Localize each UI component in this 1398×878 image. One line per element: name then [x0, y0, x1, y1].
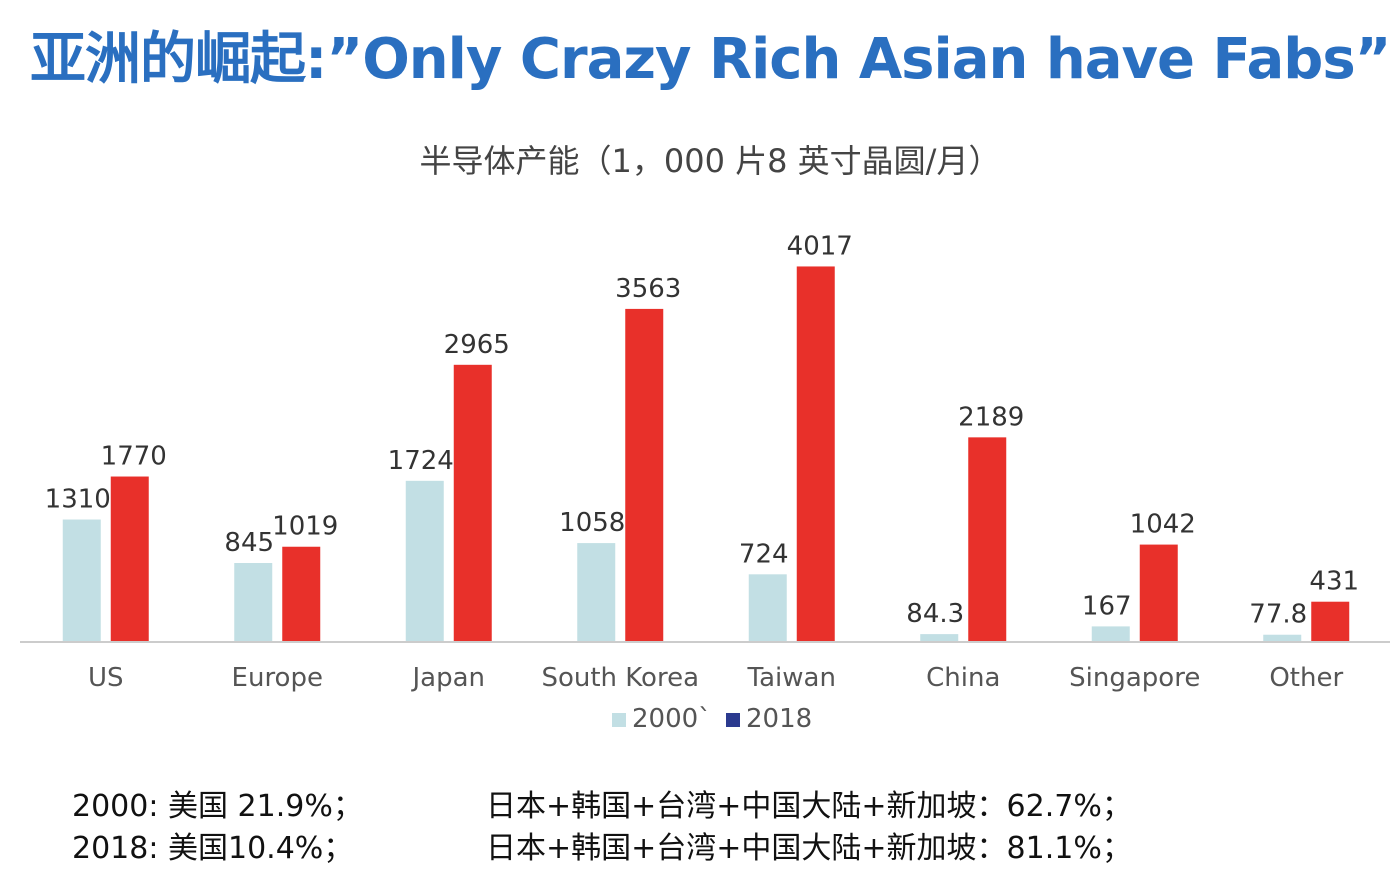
data-label-series-2000-south-korea: 1058: [559, 508, 625, 538]
footnote-asia-share-2000: 日本+韩国+台湾+中国大陆+新加坡：62.7%；: [486, 789, 1132, 824]
data-label-series-2018-china: 2189: [958, 402, 1024, 432]
bar-series-2000-singapore: [1091, 626, 1130, 642]
bar-series-2000-other: [1263, 634, 1302, 642]
x-tick-labels-group: US Europe Japan South Korea Taiwan China Singa…: [88, 663, 1343, 693]
legend-swatch-series-2000: [612, 713, 626, 727]
footnote-us-share-2018: 2018: 美国10.4%；: [72, 831, 354, 866]
x-tick-label-south-korea: South Korea: [541, 663, 699, 693]
bar-series-2000-south-korea: [577, 543, 616, 642]
bar-series-2018-taiwan: [796, 266, 835, 642]
bar-series-2000-china: [920, 634, 959, 642]
data-label-series-2000-taiwan: 724: [739, 539, 789, 569]
bar-series-2018-europe: [282, 546, 321, 642]
footnote-row-2018: 2018: 美国10.4%； 日本+韩国+台湾+中国大陆+新加坡：81.1%；: [72, 828, 1372, 870]
footnote-us-share-2000: 2000: 美国 21.9%；: [72, 789, 363, 824]
bar-series-2018-singapore: [1139, 544, 1178, 642]
chart-title: 半导体产能（1，000 片8 英寸晶圆/月）: [420, 142, 1001, 180]
legend-label-series-2018: 2018: [746, 704, 812, 734]
data-label-series-2000-other: 77.8: [1249, 600, 1307, 630]
data-label-series-2018-us: 1770: [101, 442, 167, 472]
footnote-asia-share-2018: 日本+韩国+台湾+中国大陆+新加坡：81.1%；: [486, 831, 1132, 866]
legend: 2000` 2018: [612, 704, 812, 734]
x-tick-label-europe: Europe: [232, 663, 323, 693]
bar-series-2018-south-korea: [625, 308, 664, 642]
slide-title: 亚洲的崛起:”Only Crazy Rich Asian have Fabs”: [30, 27, 1391, 92]
footnote-row-2000: 2000: 美国 21.9%； 日本+韩国+台湾+中国大陆+新加坡：62.7%；: [72, 786, 1372, 828]
data-label-series-2000-europe: 845: [224, 528, 274, 558]
bar-series-2000-us: [62, 519, 101, 642]
data-label-series-2000-singapore: 167: [1082, 591, 1132, 621]
data-label-series-2018-south-korea: 3563: [615, 274, 681, 304]
data-label-series-2000-japan: 1724: [388, 446, 454, 476]
data-label-series-2018-japan: 2965: [444, 330, 510, 360]
bar-series-2000-europe: [234, 563, 273, 642]
x-tick-label-japan: Japan: [410, 663, 485, 693]
data-label-series-2000-china: 84.3: [906, 599, 964, 629]
bar-series-2018-japan: [453, 364, 492, 642]
footnotes: 2000: 美国 21.9%； 日本+韩国+台湾+中国大陆+新加坡：62.7%；…: [72, 786, 1372, 870]
legend-swatch-series-2018: [726, 713, 740, 727]
data-label-series-2000-us: 1310: [45, 485, 111, 515]
x-tick-label-us: US: [88, 663, 124, 693]
x-tick-label-other: Other: [1269, 663, 1343, 693]
bars-group: [62, 266, 1350, 642]
bar-series-2018-us: [110, 476, 149, 642]
data-label-series-2018-taiwan: 4017: [787, 231, 853, 261]
x-tick-label-taiwan: Taiwan: [747, 663, 836, 693]
data-label-series-2018-europe: 1019: [272, 512, 338, 542]
x-tick-label-singapore: Singapore: [1069, 663, 1200, 693]
bar-series-2000-taiwan: [748, 574, 787, 642]
bar-series-2018-other: [1311, 601, 1350, 642]
bar-series-2018-china: [968, 437, 1007, 642]
x-tick-label-china: China: [926, 663, 1000, 693]
bar-series-2000-japan: [405, 480, 444, 642]
legend-label-series-2000: 2000`: [632, 704, 711, 734]
data-label-series-2018-singapore: 1042: [1130, 510, 1196, 540]
data-label-series-2018-other: 431: [1309, 567, 1359, 597]
